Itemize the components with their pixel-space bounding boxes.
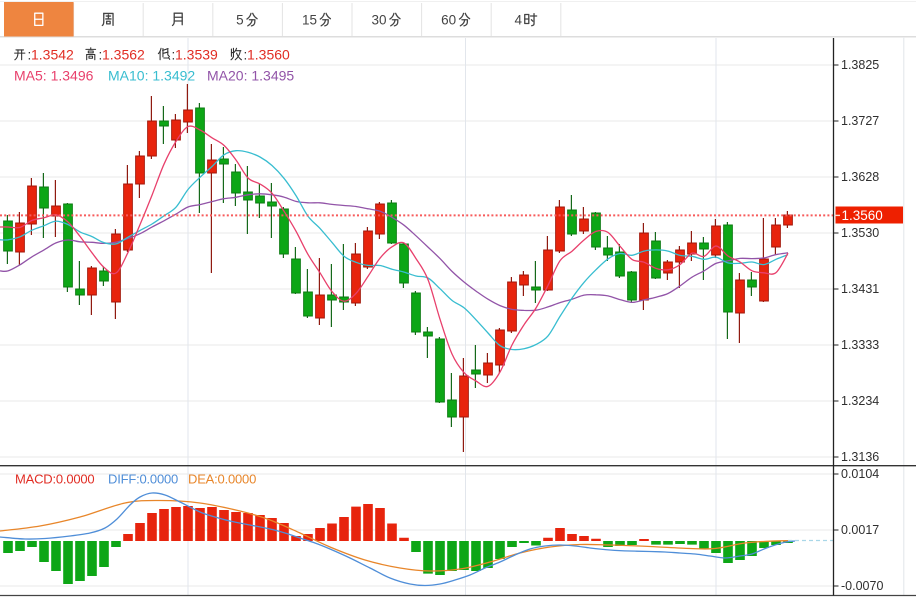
- svg-text:MA10: 1.3492: MA10: 1.3492: [108, 67, 195, 83]
- svg-text:1.3562: 1.3562: [102, 46, 145, 62]
- svg-text:0.0104: 0.0104: [841, 467, 879, 481]
- svg-text::: :: [99, 47, 103, 62]
- svg-text:DIFF:0.0000: DIFF:0.0000: [108, 472, 178, 487]
- svg-text:1.3727: 1.3727: [841, 114, 879, 128]
- svg-text:1.3234: 1.3234: [841, 394, 879, 408]
- svg-text:1.3333: 1.3333: [841, 338, 879, 352]
- svg-text::: :: [172, 47, 176, 62]
- svg-text:1.3560: 1.3560: [247, 46, 290, 62]
- svg-text:-0.0070: -0.0070: [841, 579, 883, 593]
- svg-text:1.3431: 1.3431: [841, 282, 879, 296]
- svg-text:DEA:0.0000: DEA:0.0000: [188, 472, 256, 487]
- svg-text:1.3542: 1.3542: [31, 46, 74, 62]
- svg-text:4: 4: [515, 13, 523, 28]
- svg-text:1.3539: 1.3539: [175, 46, 218, 62]
- svg-text:1.3530: 1.3530: [841, 226, 879, 240]
- svg-text:MA20: 1.3495: MA20: 1.3495: [207, 67, 294, 83]
- svg-text::: :: [244, 47, 248, 62]
- svg-text:MA5: 1.3496: MA5: 1.3496: [14, 67, 94, 83]
- svg-text:1.3560: 1.3560: [842, 208, 883, 223]
- svg-text:1.3136: 1.3136: [841, 450, 879, 464]
- svg-text::: :: [28, 47, 32, 62]
- svg-text:MACD:0.0000: MACD:0.0000: [15, 472, 94, 487]
- svg-text:30: 30: [372, 13, 387, 28]
- svg-text:1.3825: 1.3825: [841, 58, 879, 72]
- svg-text:0.0017: 0.0017: [841, 523, 879, 537]
- svg-text:1.3628: 1.3628: [841, 170, 879, 184]
- svg-text:5: 5: [236, 13, 244, 28]
- svg-text:15: 15: [302, 13, 317, 28]
- svg-text:60: 60: [441, 13, 456, 28]
